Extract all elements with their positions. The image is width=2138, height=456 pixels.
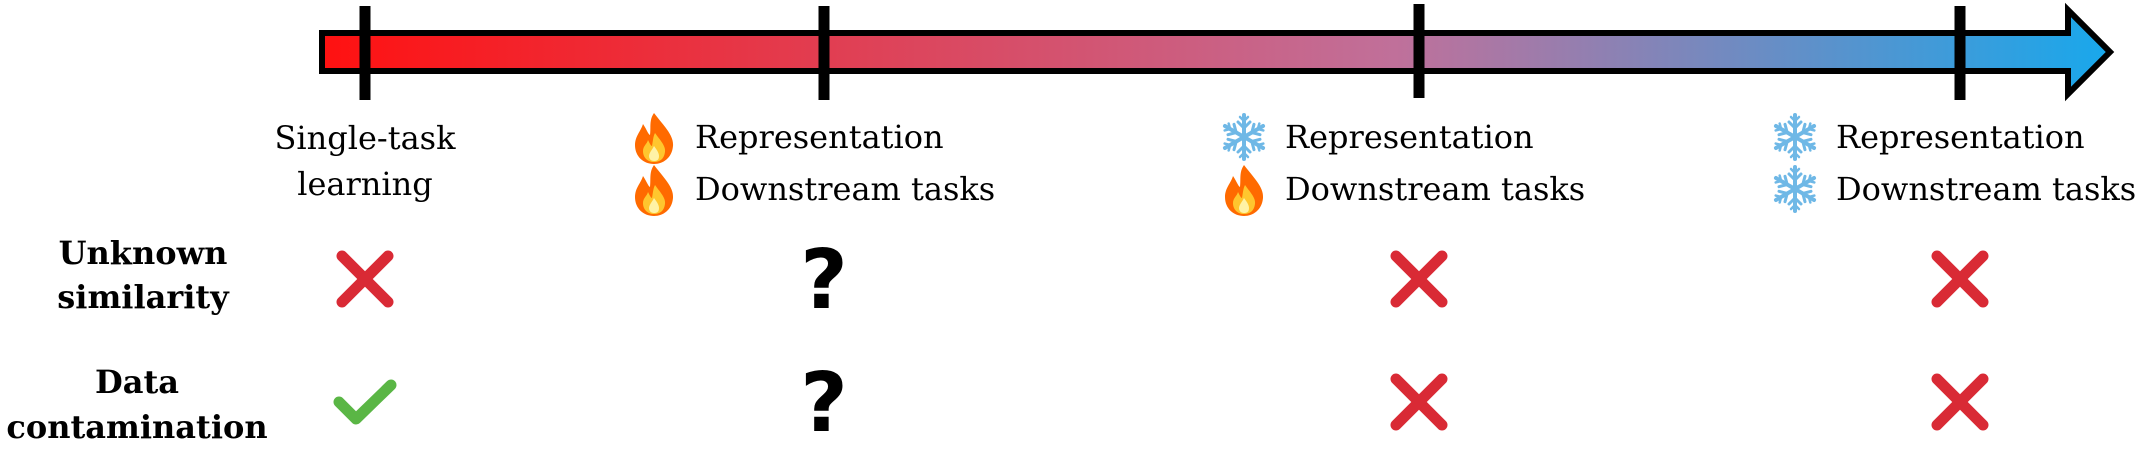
cross-icon <box>1931 250 1989 308</box>
snowflake-icon <box>1773 165 1817 213</box>
row-label-line2: similarity <box>57 278 230 316</box>
row-data-contamination: Data contamination <box>6 363 267 446</box>
snowflake-icon <box>1222 113 1266 161</box>
stage-finetune-all: Representation Downstream tasks <box>635 113 995 216</box>
question-mark: ? <box>800 356 848 451</box>
stage-single-task: Single-task learning <box>275 119 457 203</box>
cross-icon <box>1931 373 1989 431</box>
representation-label: Representation <box>1836 118 2085 156</box>
downstream-tasks-label: Downstream tasks <box>1285 170 1585 208</box>
downstream-tasks-label: Downstream tasks <box>1836 170 2136 208</box>
stage-label-line1: Single-task <box>275 119 457 157</box>
marks-grid: ?? <box>333 233 1989 451</box>
representation-label: Representation <box>695 118 944 156</box>
check-icon <box>333 379 397 425</box>
fire-icon <box>635 113 674 164</box>
fire-icon <box>635 165 674 216</box>
arrow-body <box>319 2 2115 102</box>
cross-icon <box>1390 373 1448 431</box>
representation-label: Representation <box>1285 118 1534 156</box>
stage-label-line2: learning <box>297 165 432 203</box>
question-mark: ? <box>800 233 848 328</box>
stage-frozen-all: Representation Downstream tasks <box>1773 113 2136 213</box>
row-label-line1: Unknown <box>59 234 228 272</box>
downstream-tasks-label: Downstream tasks <box>695 170 995 208</box>
cross-icon <box>336 250 394 308</box>
cross-icon <box>1390 250 1448 308</box>
row-unknown-similarity: Unknown similarity <box>57 234 230 316</box>
stage-frozen-representation: Representation Downstream tasks <box>1222 113 1585 216</box>
snowflake-icon <box>1773 113 1817 161</box>
row-label-line2: contamination <box>6 408 267 446</box>
row-label-line1: Data <box>95 363 179 401</box>
fire-icon <box>1225 165 1264 216</box>
timeline-arrow <box>319 2 2115 102</box>
